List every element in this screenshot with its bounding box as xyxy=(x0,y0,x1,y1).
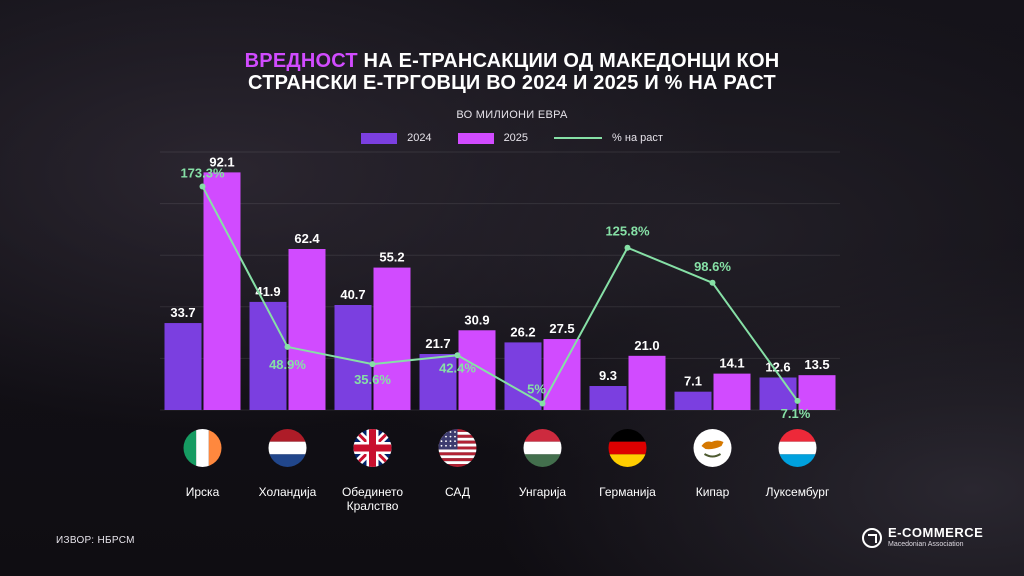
growth-point xyxy=(284,343,291,350)
uk-flag-icon xyxy=(353,429,392,467)
title-line1: НА Е-ТРАНСАКЦИИ ОД МАКЕДОНЦИ КОН xyxy=(357,50,780,72)
category-label: Ирска xyxy=(186,485,220,499)
growth-label: 5% xyxy=(527,382,546,397)
bar-label-2025: 21.0 xyxy=(634,338,659,353)
bar-2024 xyxy=(759,377,797,410)
bar-2024 xyxy=(589,386,627,410)
legend-label-growth: % на раст xyxy=(612,132,663,144)
bar-2025 xyxy=(373,267,411,410)
bar-label-2024: 33.7 xyxy=(170,305,195,320)
usa-flag-icon xyxy=(438,429,477,467)
cyprus-flag-icon xyxy=(693,429,732,467)
legend-swatch-2024 xyxy=(361,132,398,144)
luxembourg-flag-icon xyxy=(778,429,817,467)
category-label: САД xyxy=(445,485,470,499)
brand-logo: E-COMMERCE Macedonian Association xyxy=(862,526,983,549)
bar-label-2025: 27.5 xyxy=(549,321,574,336)
bar-2025 xyxy=(458,330,496,410)
bar-label-2024: 40.7 xyxy=(340,287,365,302)
bar-label-2024: 41.9 xyxy=(255,284,280,299)
growth-point xyxy=(454,352,461,359)
chart-legend: 2024 2025 % на раст xyxy=(0,132,1024,144)
category-label: Луксембург xyxy=(766,485,830,499)
bar-label-2024: 21.7 xyxy=(425,336,450,351)
category-label: Унгарија xyxy=(519,485,567,499)
bar-label-2024: 26.2 xyxy=(510,324,535,339)
growth-label: 125.8% xyxy=(605,224,650,239)
bar-2025 xyxy=(628,355,666,410)
growth-point xyxy=(794,397,801,404)
legend-label-2025: 2025 xyxy=(503,132,529,144)
bar-2024 xyxy=(249,301,287,410)
legend-swatch-2025 xyxy=(457,132,494,144)
category-label: Холандија xyxy=(259,485,317,499)
bar-label-2024: 9.3 xyxy=(599,368,617,383)
growth-point xyxy=(539,400,546,407)
bar-label-2025: 62.4 xyxy=(294,231,320,246)
growth-line xyxy=(201,185,799,405)
bar-label-2025: 30.9 xyxy=(464,312,489,327)
bar-2024 xyxy=(419,354,457,410)
growth-point xyxy=(624,244,631,251)
growth-label: 35.6% xyxy=(354,372,391,387)
bar-label-2024: 12.6 xyxy=(765,359,790,374)
hungary-flag-icon xyxy=(523,429,562,467)
bar-label-2025: 14.1 xyxy=(719,356,744,371)
netherlands-flag-icon xyxy=(268,429,307,467)
growth-label: 173.3% xyxy=(180,165,225,180)
category-label: Обединето xyxy=(342,485,403,499)
growth-label: 7.1% xyxy=(781,406,811,421)
bar-label-2025: 13.5 xyxy=(804,357,829,372)
chart-subtitle: ВО МИЛИОНИ ЕВРА xyxy=(456,109,568,121)
bar-label-2025: 92.1 xyxy=(209,154,234,169)
legend-swatch-growth xyxy=(554,137,603,139)
bar-2025 xyxy=(203,172,241,410)
logo-tagline: Macedonian Association xyxy=(888,541,964,548)
growth-label: 42.4% xyxy=(439,360,476,375)
ecommerce-logo-icon xyxy=(862,527,882,548)
growth-label: 98.6% xyxy=(694,259,731,274)
ireland-flag-icon xyxy=(183,429,222,467)
legend-item-growth: % на раст xyxy=(554,132,663,144)
chart-title: ВРЕДНОСТ НА Е-ТРАНСАКЦИИ ОД МАКЕДОНЦИ КО… xyxy=(0,50,1024,94)
bar-label-2025: 55.2 xyxy=(379,250,404,265)
germany-flag-icon xyxy=(608,429,647,467)
bar-2025 xyxy=(288,249,326,410)
bar-2024 xyxy=(674,391,712,410)
source-note: ИЗВОР: НБРСМ xyxy=(56,535,135,546)
growth-point xyxy=(199,183,206,190)
category-label: Кралство xyxy=(347,499,399,513)
legend-item-2025: 2025 xyxy=(457,132,529,144)
bar-2025 xyxy=(543,339,581,410)
title-highlight: ВРЕДНОСТ xyxy=(244,50,358,72)
legend-label-2024: 2024 xyxy=(407,132,432,144)
category-label: Кипар xyxy=(696,485,730,499)
growth-point xyxy=(369,361,376,368)
bar-label-2024: 7.1 xyxy=(684,374,702,389)
bar-2025 xyxy=(798,375,836,410)
bar-2024 xyxy=(164,323,202,410)
bar-2025 xyxy=(713,373,751,410)
title-line2: СТРАНСКИ Е-ТРГОВЦИ ВО 2024 И 2025 И % НА… xyxy=(248,72,776,94)
legend-item-2024: 2024 xyxy=(361,132,432,144)
category-label: Германија xyxy=(599,485,656,499)
growth-label: 48.9% xyxy=(269,357,306,372)
growth-point xyxy=(709,279,716,286)
logo-name: E-COMMERCE xyxy=(888,525,984,540)
